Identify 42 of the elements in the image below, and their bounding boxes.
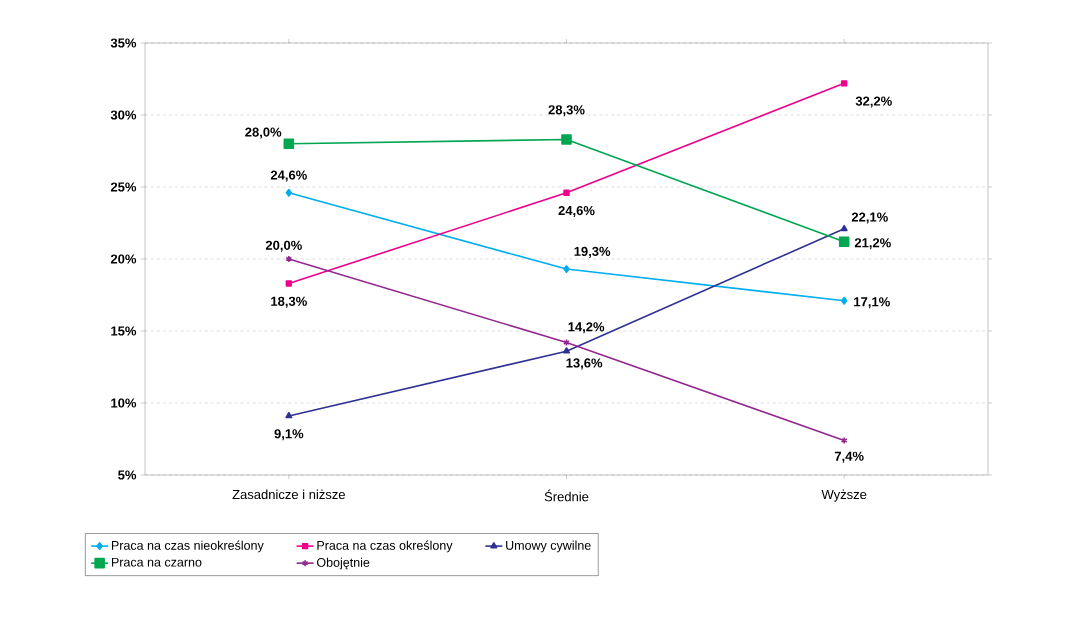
legend-label: Praca na czas nieokreślony	[111, 540, 264, 553]
data-label: 14,2%	[568, 322, 605, 334]
data-label: 24,6%	[558, 205, 595, 218]
point	[840, 80, 848, 87]
y-tick-label: 20%	[110, 254, 137, 264]
data-label: 13,6%	[566, 358, 603, 370]
y-tick-label: 15%	[111, 326, 137, 336]
point	[840, 224, 848, 232]
y-tick-label: 30%	[110, 110, 137, 120]
y-tick-label: 10%	[111, 398, 137, 408]
y-tick-label: 35%	[110, 38, 137, 48]
legend-label: Praca na czas określony	[317, 540, 453, 553]
point	[561, 134, 572, 145]
y-tick-label: 25%	[110, 182, 137, 192]
data-label: 19,3%	[574, 246, 611, 258]
y-tick-label: 5%	[118, 470, 137, 480]
data-label: 17,1%	[854, 297, 890, 309]
data-label: 9,1%	[274, 429, 304, 441]
point	[840, 296, 848, 305]
data-label: 28,0%	[245, 127, 282, 139]
point	[562, 347, 571, 354]
point	[283, 138, 295, 150]
data-label: 18,3%	[271, 296, 307, 308]
data-label: 28,3%	[548, 105, 585, 117]
data-label: 21,2%	[854, 238, 891, 250]
point	[285, 188, 293, 197]
x-tick-label: Zasadnicze i niższe	[232, 489, 345, 500]
legend-label: Umowy cywilne	[506, 540, 591, 553]
data-label: 20,0%	[265, 240, 302, 252]
point	[838, 236, 850, 247]
data-label: 24,6%	[270, 170, 307, 182]
legend-label: Praca na czarno	[111, 557, 202, 567]
point	[563, 189, 570, 196]
data-label: 32,2%	[855, 96, 892, 108]
data-label: 22,1%	[851, 212, 888, 224]
x-tick-label: Wyższe	[821, 489, 867, 502]
point	[563, 265, 570, 274]
data-label: 7,4%	[834, 451, 864, 463]
legend-label: Obojętnie	[316, 557, 370, 570]
point	[285, 411, 293, 419]
x-tick-label: Średnie	[544, 489, 589, 502]
point	[285, 280, 293, 287]
